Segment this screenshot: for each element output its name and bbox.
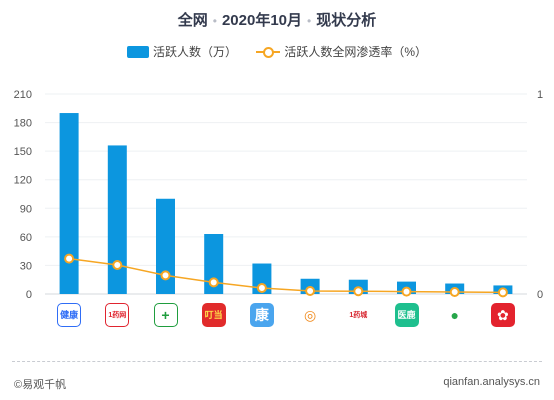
footer-copyright: ©易观千帆 [14, 379, 67, 391]
y-left-tick-label: 30 [20, 260, 32, 272]
y-left-tick-label: 150 [14, 146, 32, 158]
legend-bar-swatch [126, 46, 149, 58]
y-left-tick-label: 180 [14, 118, 32, 130]
footer-source: qianfan.analysys.cn [443, 376, 540, 388]
y-left-tick-label: 0 [26, 289, 32, 301]
app-icon-glyph: + [161, 307, 170, 323]
green-leaf-app-icon: ● [442, 303, 467, 327]
bar [156, 198, 175, 294]
legend-item-line[interactable]: 活跃人数全网渗透率（%） [256, 43, 427, 60]
app-icon-glyph: 医鹿 [397, 310, 416, 320]
app-icon-glyph: ● [450, 307, 459, 323]
line-point [112, 260, 123, 270]
bar [107, 145, 127, 294]
legend: 活跃人数（万） 活跃人数全网渗透率（%） [0, 43, 554, 60]
baidu-health-app-icon: 健康 [57, 303, 82, 327]
dingdang-app-icon: 叮当 [201, 303, 226, 327]
line-point [160, 270, 171, 281]
red-mascot-app-icon: ✿ [490, 303, 515, 327]
app-icon-glyph: 康 [254, 307, 269, 323]
title-separator: • [307, 14, 312, 28]
chart-title: 全网 • 2020年10月 • 现状分析 [0, 9, 554, 30]
bar [204, 234, 224, 294]
line-point [449, 287, 460, 297]
line-point [401, 286, 412, 297]
legend-bars-label: 活跃人数（万） [152, 45, 237, 59]
legend-line-label: 活跃人数全网渗透率（%） [284, 45, 428, 59]
app-icon-glyph: 1药网 [108, 312, 127, 319]
orange-swirl-app-icon: ◎ [298, 303, 323, 327]
app-icon-glyph: 1药城 [349, 312, 368, 319]
yiliao-app-icon: 医鹿 [394, 303, 419, 327]
footer-divider [12, 361, 542, 362]
y-right-tick-label: 1 [537, 89, 543, 101]
line-point [353, 286, 364, 297]
y-right-tick-label: 0 [537, 289, 543, 301]
111-app-icon: 1药城 [346, 303, 371, 327]
line-point [208, 277, 219, 288]
title-separator: • [212, 14, 217, 28]
title-date: 2020年10月 [221, 12, 303, 29]
kang-app-icon: 康 [249, 303, 274, 327]
app-icon-glyph: ✿ [497, 307, 509, 323]
y-left-tick-label: 120 [14, 175, 32, 187]
line-point [64, 253, 75, 264]
app-icon-glyph: 健康 [60, 310, 79, 320]
green-cross-app-icon: + [153, 303, 178, 327]
y-left-tick-label: 210 [14, 89, 32, 101]
app-icon-glyph: ◎ [303, 307, 317, 323]
y-left-tick-label: 90 [20, 203, 32, 215]
bar [252, 263, 272, 294]
app-icon-glyph: 叮当 [204, 310, 223, 320]
line-point [497, 287, 508, 298]
y-left-tick-label: 60 [20, 232, 32, 244]
line-series [69, 257, 503, 294]
legend-item-bars[interactable]: 活跃人数（万） [126, 43, 237, 60]
bar [59, 113, 79, 294]
line-point [256, 283, 267, 293]
title-scope: 全网 [177, 12, 208, 29]
title-topic: 现状分析 [316, 12, 377, 29]
line-point [305, 286, 316, 296]
legend-line-swatch [256, 46, 281, 58]
1yao-app-icon: 1药网 [105, 303, 130, 327]
